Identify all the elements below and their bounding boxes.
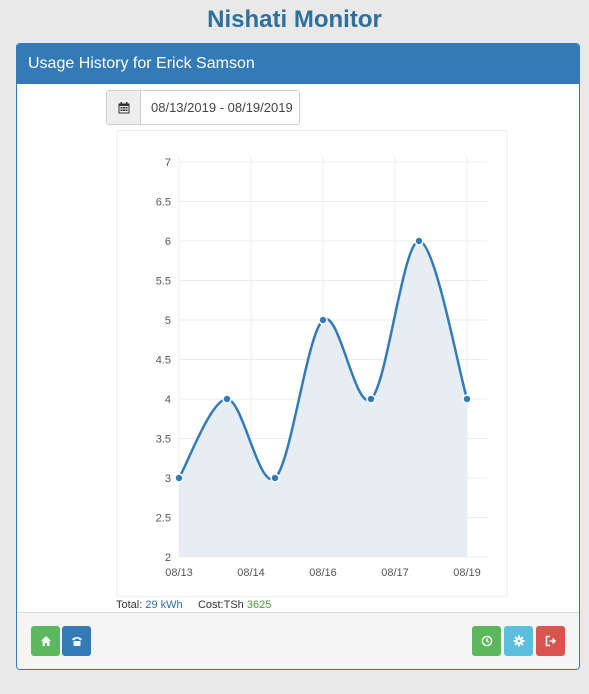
x-tick-label: 08/19 bbox=[453, 567, 481, 579]
x-tick-label: 08/17 bbox=[381, 567, 409, 579]
date-range-value[interactable]: 08/13/2019 - 08/19/2019 bbox=[151, 100, 293, 115]
data-point bbox=[222, 394, 232, 404]
cost-currency: TSh bbox=[223, 599, 244, 611]
home-button[interactable] bbox=[31, 626, 60, 656]
y-tick-label: 2 bbox=[165, 552, 171, 564]
y-tick-label: 4 bbox=[165, 394, 171, 406]
panel-footer bbox=[17, 612, 579, 669]
usage-totals: Total: 29 kWh Cost:TSh 3625 bbox=[116, 599, 271, 611]
y-tick-label: 3 bbox=[165, 473, 171, 485]
date-range-picker[interactable]: 08/13/2019 - 08/19/2019 bbox=[106, 90, 300, 125]
cost-label: Cost: bbox=[197, 599, 224, 611]
y-tick-label: 7 bbox=[165, 157, 171, 169]
usage-panel: Usage History for Erick Samson 08/13/201… bbox=[16, 43, 580, 670]
data-point bbox=[462, 394, 472, 404]
x-tick-label: 08/14 bbox=[237, 567, 265, 579]
cost-value: 3625 bbox=[246, 599, 272, 611]
phone-icon bbox=[71, 637, 82, 646]
x-tick-label: 08/13 bbox=[165, 567, 193, 579]
logout-button[interactable] bbox=[536, 626, 565, 656]
gear-icon bbox=[513, 635, 524, 647]
history-button[interactable] bbox=[472, 626, 501, 656]
data-point bbox=[414, 236, 424, 246]
calendar-icon[interactable] bbox=[107, 91, 141, 124]
x-tick-label: 08/16 bbox=[309, 567, 337, 579]
y-tick-label: 6.5 bbox=[156, 197, 171, 209]
y-tick-label: 4.5 bbox=[156, 355, 171, 367]
usage-chart: 2 2.5 3 3.5 4 4.5 5 5.5 6 6.5 7 08/13 08/14 08/16 08/1… bbox=[116, 130, 508, 597]
y-tick-label: 5.5 bbox=[156, 276, 171, 288]
phone-button[interactable] bbox=[62, 626, 91, 656]
y-tick-label: 2.5 bbox=[156, 513, 171, 525]
data-point bbox=[318, 315, 328, 325]
usage-chart-svg: 2 2.5 3 3.5 4 4.5 5 5.5 6 6.5 7 08/13 08/14 08/16 08/1… bbox=[156, 156, 487, 579]
data-point bbox=[366, 394, 376, 404]
home-icon bbox=[40, 636, 51, 646]
app-title: Nishati Monitor bbox=[207, 6, 382, 33]
data-point bbox=[270, 473, 280, 483]
settings-button[interactable] bbox=[504, 626, 533, 656]
data-point bbox=[174, 473, 184, 483]
clock-icon bbox=[481, 635, 492, 647]
logout-icon bbox=[545, 635, 556, 647]
panel-heading: Usage History for Erick Samson bbox=[17, 44, 579, 84]
total-value: 29 kWh bbox=[145, 599, 183, 611]
y-tick-label: 3.5 bbox=[156, 434, 171, 446]
total-label: Total: bbox=[116, 599, 143, 611]
y-tick-label: 5 bbox=[165, 315, 171, 327]
y-tick-label: 6 bbox=[165, 236, 171, 248]
